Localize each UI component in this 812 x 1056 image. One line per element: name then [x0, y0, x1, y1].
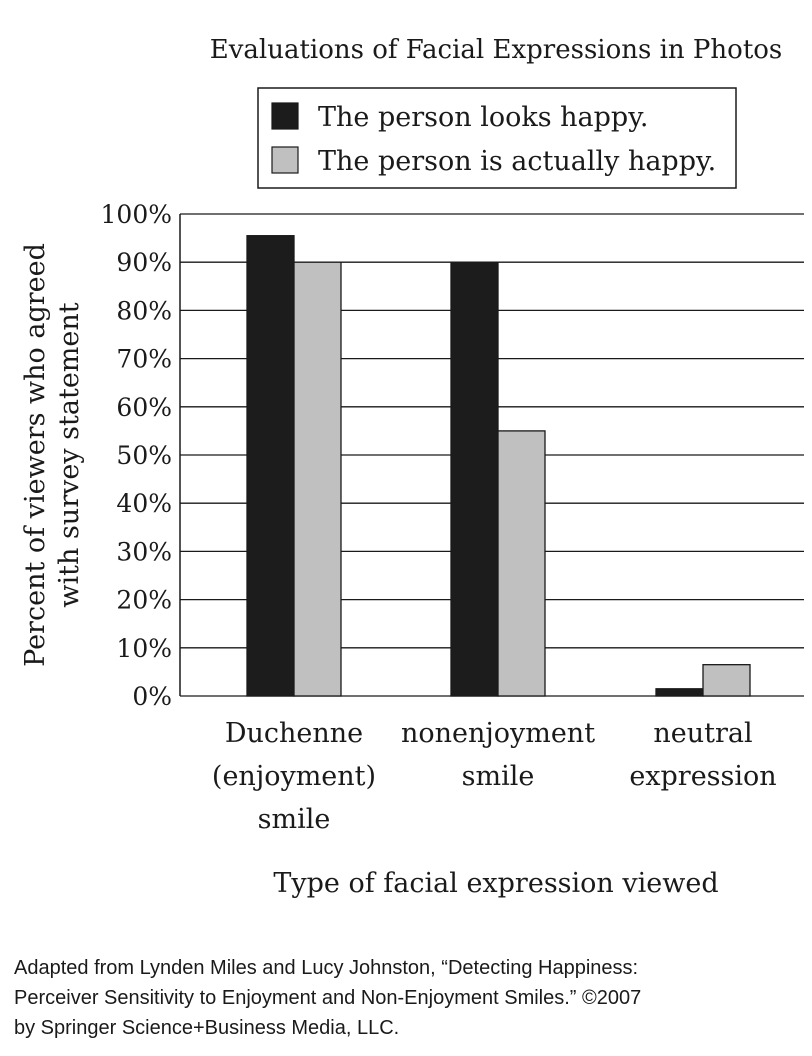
y-tick-label: 90%	[116, 248, 172, 277]
y-tick-label: 0%	[132, 682, 172, 711]
bar-chart: Evaluations of Facial Expressions in Pho…	[20, 35, 804, 899]
bar-series1-category2	[450, 261, 499, 697]
x-category-label: neutral expression	[629, 718, 776, 792]
y-axis-title-line-1: Percent of viewers who agreed	[20, 243, 51, 667]
x-category-label-line: (enjoyment)	[212, 761, 376, 792]
x-category-label-line: Duchenne	[225, 718, 363, 749]
x-category-label-line: smile	[258, 804, 331, 835]
bar-series1-category3	[655, 688, 704, 697]
x-axis-title: Type of facial expression viewed	[273, 868, 718, 899]
x-category-label-line: nonenjoyment	[401, 718, 595, 749]
legend-box	[257, 87, 737, 189]
y-tick-label: 60%	[116, 393, 172, 422]
y-tick-label: 100%	[101, 200, 172, 229]
y-axis-tick-labels: 0% 10% 20% 30% 40% 50% 60% 70% 80% 90% 100%	[101, 200, 172, 711]
y-tick-label: 40%	[116, 489, 172, 518]
source-line-3: by Springer Science+Business Media, LLC.	[14, 1017, 400, 1039]
y-axis-title-line-2: with survey statement	[54, 302, 85, 607]
legend-label-looks-happy: The person looks happy.	[318, 102, 648, 133]
source-line-1: Adapted from Lynden Miles and Lucy Johns…	[14, 957, 639, 979]
source-citation: Adapted from Lynden Miles and Lucy Johns…	[14, 953, 804, 1043]
bar-series1-category1	[246, 235, 295, 697]
x-category-label-line: neutral	[653, 718, 752, 749]
source-line-2: Perceiver Sensitivity to Enjoyment and N…	[14, 987, 642, 1009]
x-category-label-line: expression	[629, 761, 776, 792]
legend-label-actually-happy: The person is actually happy.	[318, 146, 716, 177]
bar-series2-category3	[702, 664, 751, 697]
bars	[246, 235, 751, 697]
y-tick-label: 80%	[116, 296, 172, 325]
x-category-label: nonenjoyment smile	[401, 718, 595, 792]
legend-swatch-actually-happy	[271, 146, 299, 174]
y-tick-label: 30%	[116, 537, 172, 566]
bar-series2-category1	[293, 261, 342, 697]
x-axis-category-labels: Duchenne (enjoyment) smile nonenjoyment smil…	[212, 718, 777, 835]
x-category-label-line: smile	[462, 761, 535, 792]
x-category-label: Duchenne (enjoyment) smile	[212, 718, 376, 835]
y-tick-label: 10%	[116, 634, 172, 663]
y-axis-title: Percent of viewers who agreed with surve…	[20, 243, 85, 667]
bar-series2-category2	[497, 430, 546, 697]
y-tick-label: 70%	[116, 345, 172, 374]
legend-swatch-looks-happy	[271, 102, 299, 130]
chart-title: Evaluations of Facial Expressions in Pho…	[210, 35, 783, 65]
y-tick-label: 20%	[116, 586, 172, 615]
legend: The person looks happy. The person is ac…	[257, 87, 737, 189]
y-tick-label: 50%	[116, 441, 172, 470]
